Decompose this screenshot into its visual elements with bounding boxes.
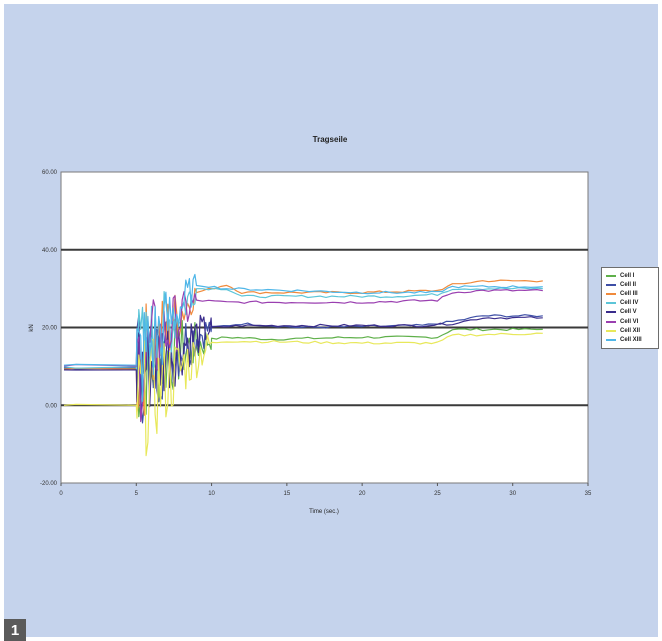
series-line-cell-xiii bbox=[63, 273, 543, 402]
legend-item: Cell XIII bbox=[602, 335, 658, 344]
legend-item: Cell V bbox=[602, 308, 658, 317]
series-line-cell-iv bbox=[63, 287, 543, 395]
y-tick-label: -20.00 bbox=[40, 481, 58, 487]
series-line-cell-xii bbox=[63, 332, 543, 457]
y-tick-label: 40.00 bbox=[42, 248, 58, 254]
legend-swatch bbox=[606, 338, 616, 341]
legend-label: Cell V bbox=[620, 309, 637, 316]
axis-ticks: -20.00 0.00 20.00 40.00 60.00 0 5 10 15 20 25 30 35 bbox=[40, 170, 592, 497]
y-axis-label: kN bbox=[29, 324, 35, 331]
legend-item: Cell III bbox=[602, 289, 658, 298]
x-tick-label: 5 bbox=[135, 491, 139, 497]
y-tick-label: 60.00 bbox=[42, 170, 58, 176]
legend-label: Cell XIII bbox=[620, 336, 642, 343]
legend-label: Cell XII bbox=[620, 327, 641, 334]
legend-label: Cell IV bbox=[620, 300, 639, 307]
x-tick-label: 15 bbox=[284, 491, 291, 497]
x-tick-label: 0 bbox=[59, 491, 63, 497]
legend-swatch bbox=[606, 311, 616, 314]
legend-swatch bbox=[606, 329, 616, 332]
chart-legend: Cell I Cell II Cell III Cell IV Cell V Cell V… bbox=[601, 267, 659, 349]
legend-item: Cell VI bbox=[602, 317, 658, 326]
figure-number-badge: 1 bbox=[4, 619, 26, 641]
x-tick-label: 25 bbox=[434, 491, 441, 497]
legend-item: Cell II bbox=[602, 280, 658, 289]
x-tick-label: 20 bbox=[359, 491, 366, 497]
legend-label: Cell VI bbox=[620, 318, 639, 325]
legend-item: Cell XII bbox=[602, 326, 658, 335]
y-tick-label: 20.00 bbox=[42, 326, 58, 332]
legend-item: Cell I bbox=[602, 271, 658, 280]
legend-swatch bbox=[606, 283, 616, 286]
legend-item: Cell IV bbox=[602, 299, 658, 308]
legend-swatch bbox=[606, 320, 616, 323]
legend-swatch bbox=[606, 292, 616, 295]
legend-label: Cell III bbox=[620, 290, 638, 297]
legend-swatch bbox=[606, 302, 616, 305]
legend-label: Cell I bbox=[620, 272, 635, 279]
y-tick-label: 0.00 bbox=[45, 403, 57, 409]
x-tick-label: 10 bbox=[208, 491, 215, 497]
x-axis-label: Time (sec.) bbox=[309, 509, 339, 515]
x-tick-label: 30 bbox=[509, 491, 516, 497]
legend-swatch bbox=[606, 274, 616, 277]
legend-label: Cell II bbox=[620, 281, 637, 288]
chart-title: Tragseile bbox=[313, 135, 348, 144]
series-lines bbox=[63, 273, 543, 457]
x-tick-label: 35 bbox=[585, 491, 592, 497]
